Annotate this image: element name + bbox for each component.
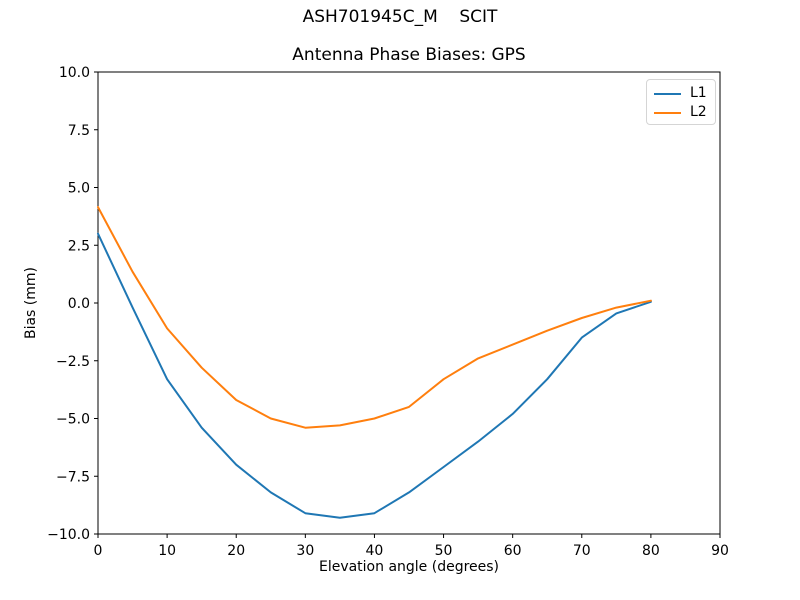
svg-text:10.0: 10.0 <box>59 65 90 81</box>
legend: L1 L2 <box>646 79 716 125</box>
legend-label-l1: L1 <box>690 85 707 101</box>
svg-text:90: 90 <box>711 543 729 559</box>
svg-text:0.0: 0.0 <box>68 296 90 312</box>
legend-label-l2: L2 <box>690 104 707 120</box>
svg-text:0: 0 <box>94 543 103 559</box>
l1-line-swatch <box>654 92 681 95</box>
svg-text:30: 30 <box>296 543 314 559</box>
svg-text:80: 80 <box>642 543 660 559</box>
svg-text:−5.0: −5.0 <box>56 412 90 428</box>
x-axis-label: Elevation angle (degrees) <box>318 559 500 575</box>
svg-text:10: 10 <box>158 543 176 559</box>
axes-title: Antenna Phase Biases: GPS <box>292 45 526 65</box>
svg-text:−2.5: −2.5 <box>56 354 90 370</box>
svg-text:−7.5: −7.5 <box>56 469 90 485</box>
svg-text:2.5: 2.5 <box>68 238 90 254</box>
svg-text:60: 60 <box>504 543 522 559</box>
svg-text:20: 20 <box>227 543 245 559</box>
y-axis-label: Bias (mm) <box>23 266 39 340</box>
legend-item-l2: L2 <box>654 103 715 122</box>
figure-suptitle: ASH701945C_M SCIT <box>302 7 498 27</box>
svg-text:5.0: 5.0 <box>68 181 90 197</box>
svg-text:40: 40 <box>366 543 384 559</box>
legend-item-l1: L1 <box>654 84 715 103</box>
svg-text:70: 70 <box>573 543 591 559</box>
svg-text:50: 50 <box>435 543 453 559</box>
svg-text:7.5: 7.5 <box>68 123 90 139</box>
l2-line-swatch <box>654 111 681 114</box>
svg-text:−10.0: −10.0 <box>47 527 90 543</box>
